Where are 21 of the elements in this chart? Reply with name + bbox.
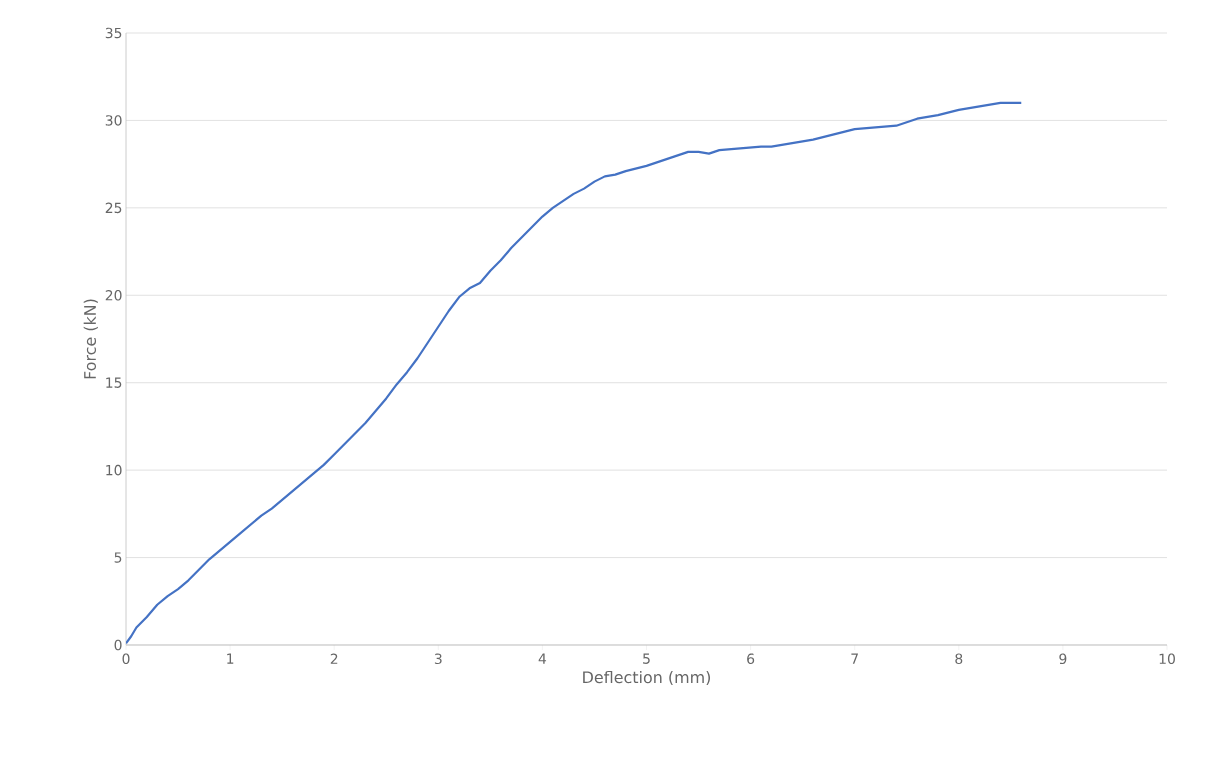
x-tick-label: 9 bbox=[1059, 653, 1067, 665]
y-tick-label: 10 bbox=[106, 464, 122, 476]
x-tick-label: 10 bbox=[1159, 653, 1175, 665]
y-axis-title: Force (kN) bbox=[83, 299, 98, 379]
x-tick-label: 6 bbox=[747, 653, 755, 665]
y-tick-label: 30 bbox=[105, 115, 122, 126]
y-tick-label: 20 bbox=[105, 290, 122, 301]
x-axis-title: Deflection (mm) bbox=[583, 670, 710, 686]
y-tick-label: 15 bbox=[106, 377, 122, 388]
x-tick-label: 8 bbox=[955, 653, 963, 665]
x-tick-label: 1 bbox=[227, 653, 234, 664]
x-tick-label: 2 bbox=[330, 653, 338, 664]
x-tick-label: 0 bbox=[122, 653, 130, 665]
y-tick-label: 35 bbox=[105, 27, 122, 39]
x-tick-label: 5 bbox=[643, 653, 650, 664]
x-tick-label: 7 bbox=[851, 653, 858, 664]
y-tick-label: 5 bbox=[114, 552, 122, 563]
y-tick-label: 25 bbox=[105, 202, 122, 214]
y-tick-label: 0 bbox=[114, 639, 122, 651]
x-tick-label: 3 bbox=[434, 653, 442, 665]
x-tick-label: 4 bbox=[538, 653, 547, 664]
